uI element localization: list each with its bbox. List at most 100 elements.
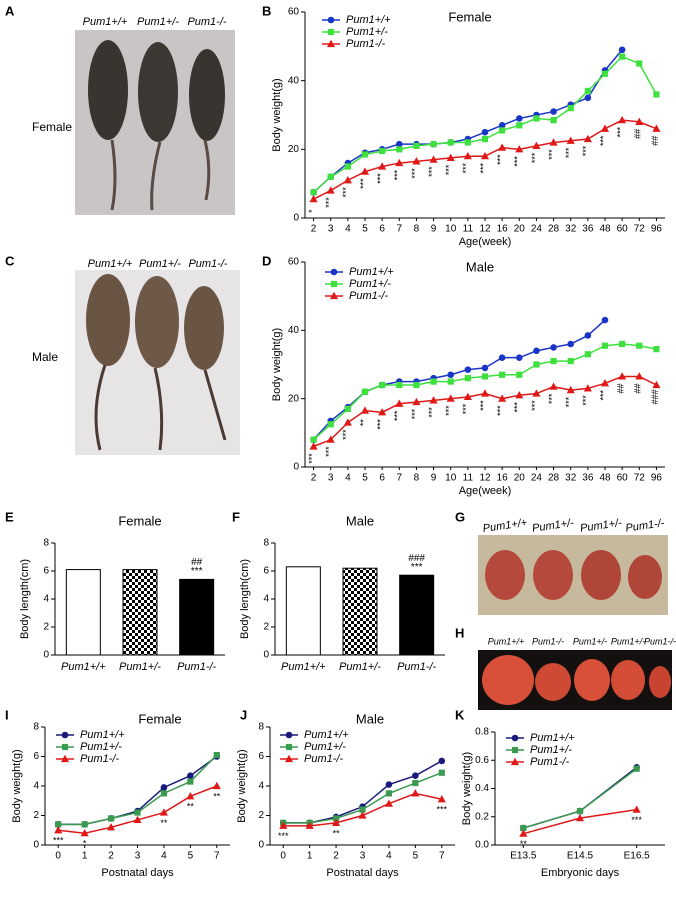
- significance: ***: [461, 403, 471, 414]
- x-tick-label: 4: [386, 851, 392, 862]
- x-tick-label: 10: [445, 224, 457, 235]
- significance: ***: [513, 402, 523, 413]
- bar: [399, 574, 435, 656]
- marker: [396, 381, 403, 389]
- marker: [480, 389, 490, 397]
- significance: ***: [616, 126, 626, 137]
- panel-letter: I: [5, 707, 9, 722]
- y-tick-label: 0: [33, 840, 39, 851]
- significance: ***: [530, 400, 540, 411]
- marker: [326, 39, 336, 48]
- marker: [358, 811, 367, 819]
- marker: [584, 87, 591, 95]
- x-tick-label: 3: [135, 851, 141, 862]
- photo-caption: Male: [32, 350, 58, 364]
- x-axis-label: Postnatal days: [101, 867, 174, 879]
- x-tick-label: 16: [497, 224, 509, 235]
- x-tick-label: 24: [531, 224, 543, 235]
- marker: [498, 394, 507, 402]
- x-tick-label: 4: [161, 851, 167, 862]
- y-tick-label: 0.0: [475, 840, 489, 851]
- x-tick-label: 2: [108, 851, 114, 862]
- marker: [550, 117, 557, 124]
- panel-letter: G: [455, 509, 465, 524]
- marker: [438, 757, 446, 765]
- genotype-label: Pum1+/+: [88, 258, 133, 270]
- marker: [430, 141, 437, 148]
- marker: [498, 122, 506, 129]
- legend-label: Pum1+/+: [346, 14, 391, 26]
- marker: [133, 815, 142, 824]
- marker: [213, 751, 220, 759]
- marker: [533, 115, 540, 122]
- marker: [516, 371, 523, 378]
- y-tick-label: 0.8: [475, 727, 489, 738]
- genotype-label: Pum1-/-: [644, 636, 676, 646]
- marker: [412, 779, 419, 787]
- marker: [463, 392, 472, 401]
- marker: [107, 823, 116, 831]
- significance: ***: [581, 145, 591, 156]
- y-tick-label: 8: [263, 538, 269, 549]
- marker: [600, 379, 610, 387]
- bar: [65, 569, 101, 656]
- y-axis-label: Body weight(g): [11, 749, 23, 822]
- marker: [413, 142, 420, 150]
- bar: [342, 567, 378, 656]
- x-tick-label: 72: [634, 473, 646, 484]
- marker: [329, 291, 339, 300]
- marker: [396, 146, 403, 153]
- marker: [412, 157, 421, 165]
- x-tick-label: E14.5: [567, 851, 594, 862]
- legend-label: Pum1-/-: [80, 753, 119, 765]
- genotype-label: Pum1+/+: [482, 517, 528, 535]
- significance: ***: [341, 186, 351, 197]
- significance: ***: [444, 164, 454, 175]
- y-tick-label: 60: [288, 257, 300, 268]
- marker: [326, 435, 335, 443]
- y-tick-label: 0.4: [475, 783, 489, 794]
- significance: **: [358, 419, 368, 427]
- x-tick-label: 36: [582, 473, 594, 484]
- x-tick-label: Pum1+/-: [339, 661, 381, 673]
- panel-letter: F: [232, 509, 240, 524]
- marker: [584, 351, 591, 358]
- marker: [379, 381, 386, 389]
- x-tick-label: 96: [651, 473, 663, 484]
- marker: [653, 346, 660, 353]
- y-tick-label: 8: [258, 722, 264, 733]
- marker: [567, 340, 575, 348]
- marker: [61, 743, 69, 751]
- y-tick-label: 0: [293, 213, 299, 224]
- significance: ***: [393, 410, 403, 421]
- marker: [309, 442, 318, 450]
- x-tick-label: 28: [548, 473, 560, 484]
- significance: ***: [393, 169, 403, 180]
- marker: [395, 158, 404, 167]
- marker: [550, 108, 557, 115]
- marker: [378, 162, 387, 170]
- x-tick-label: 0: [55, 851, 61, 862]
- marker: [510, 757, 520, 766]
- marker: [447, 139, 454, 146]
- y-axis-label: Body weight(g): [461, 752, 473, 825]
- y-axis-label: Body weight(g): [271, 78, 283, 151]
- y-tick-label: 20: [288, 393, 300, 404]
- legend-label: Pum1-/-: [530, 756, 569, 768]
- significance: **: [187, 802, 195, 812]
- marker: [187, 772, 194, 779]
- significance: ***: [496, 405, 506, 416]
- y-tick-label: 4: [33, 781, 39, 792]
- marker: [437, 795, 446, 803]
- x-tick-label: 0: [280, 851, 286, 862]
- marker: [498, 143, 507, 151]
- x-axis-label: Postnatal days: [326, 867, 399, 879]
- y-tick-label: 4: [258, 781, 264, 792]
- significance: ***: [376, 173, 386, 184]
- significance: ###: [408, 553, 425, 564]
- significance: ***: [53, 836, 64, 846]
- marker: [635, 117, 644, 125]
- marker: [511, 746, 519, 754]
- marker: [361, 151, 369, 158]
